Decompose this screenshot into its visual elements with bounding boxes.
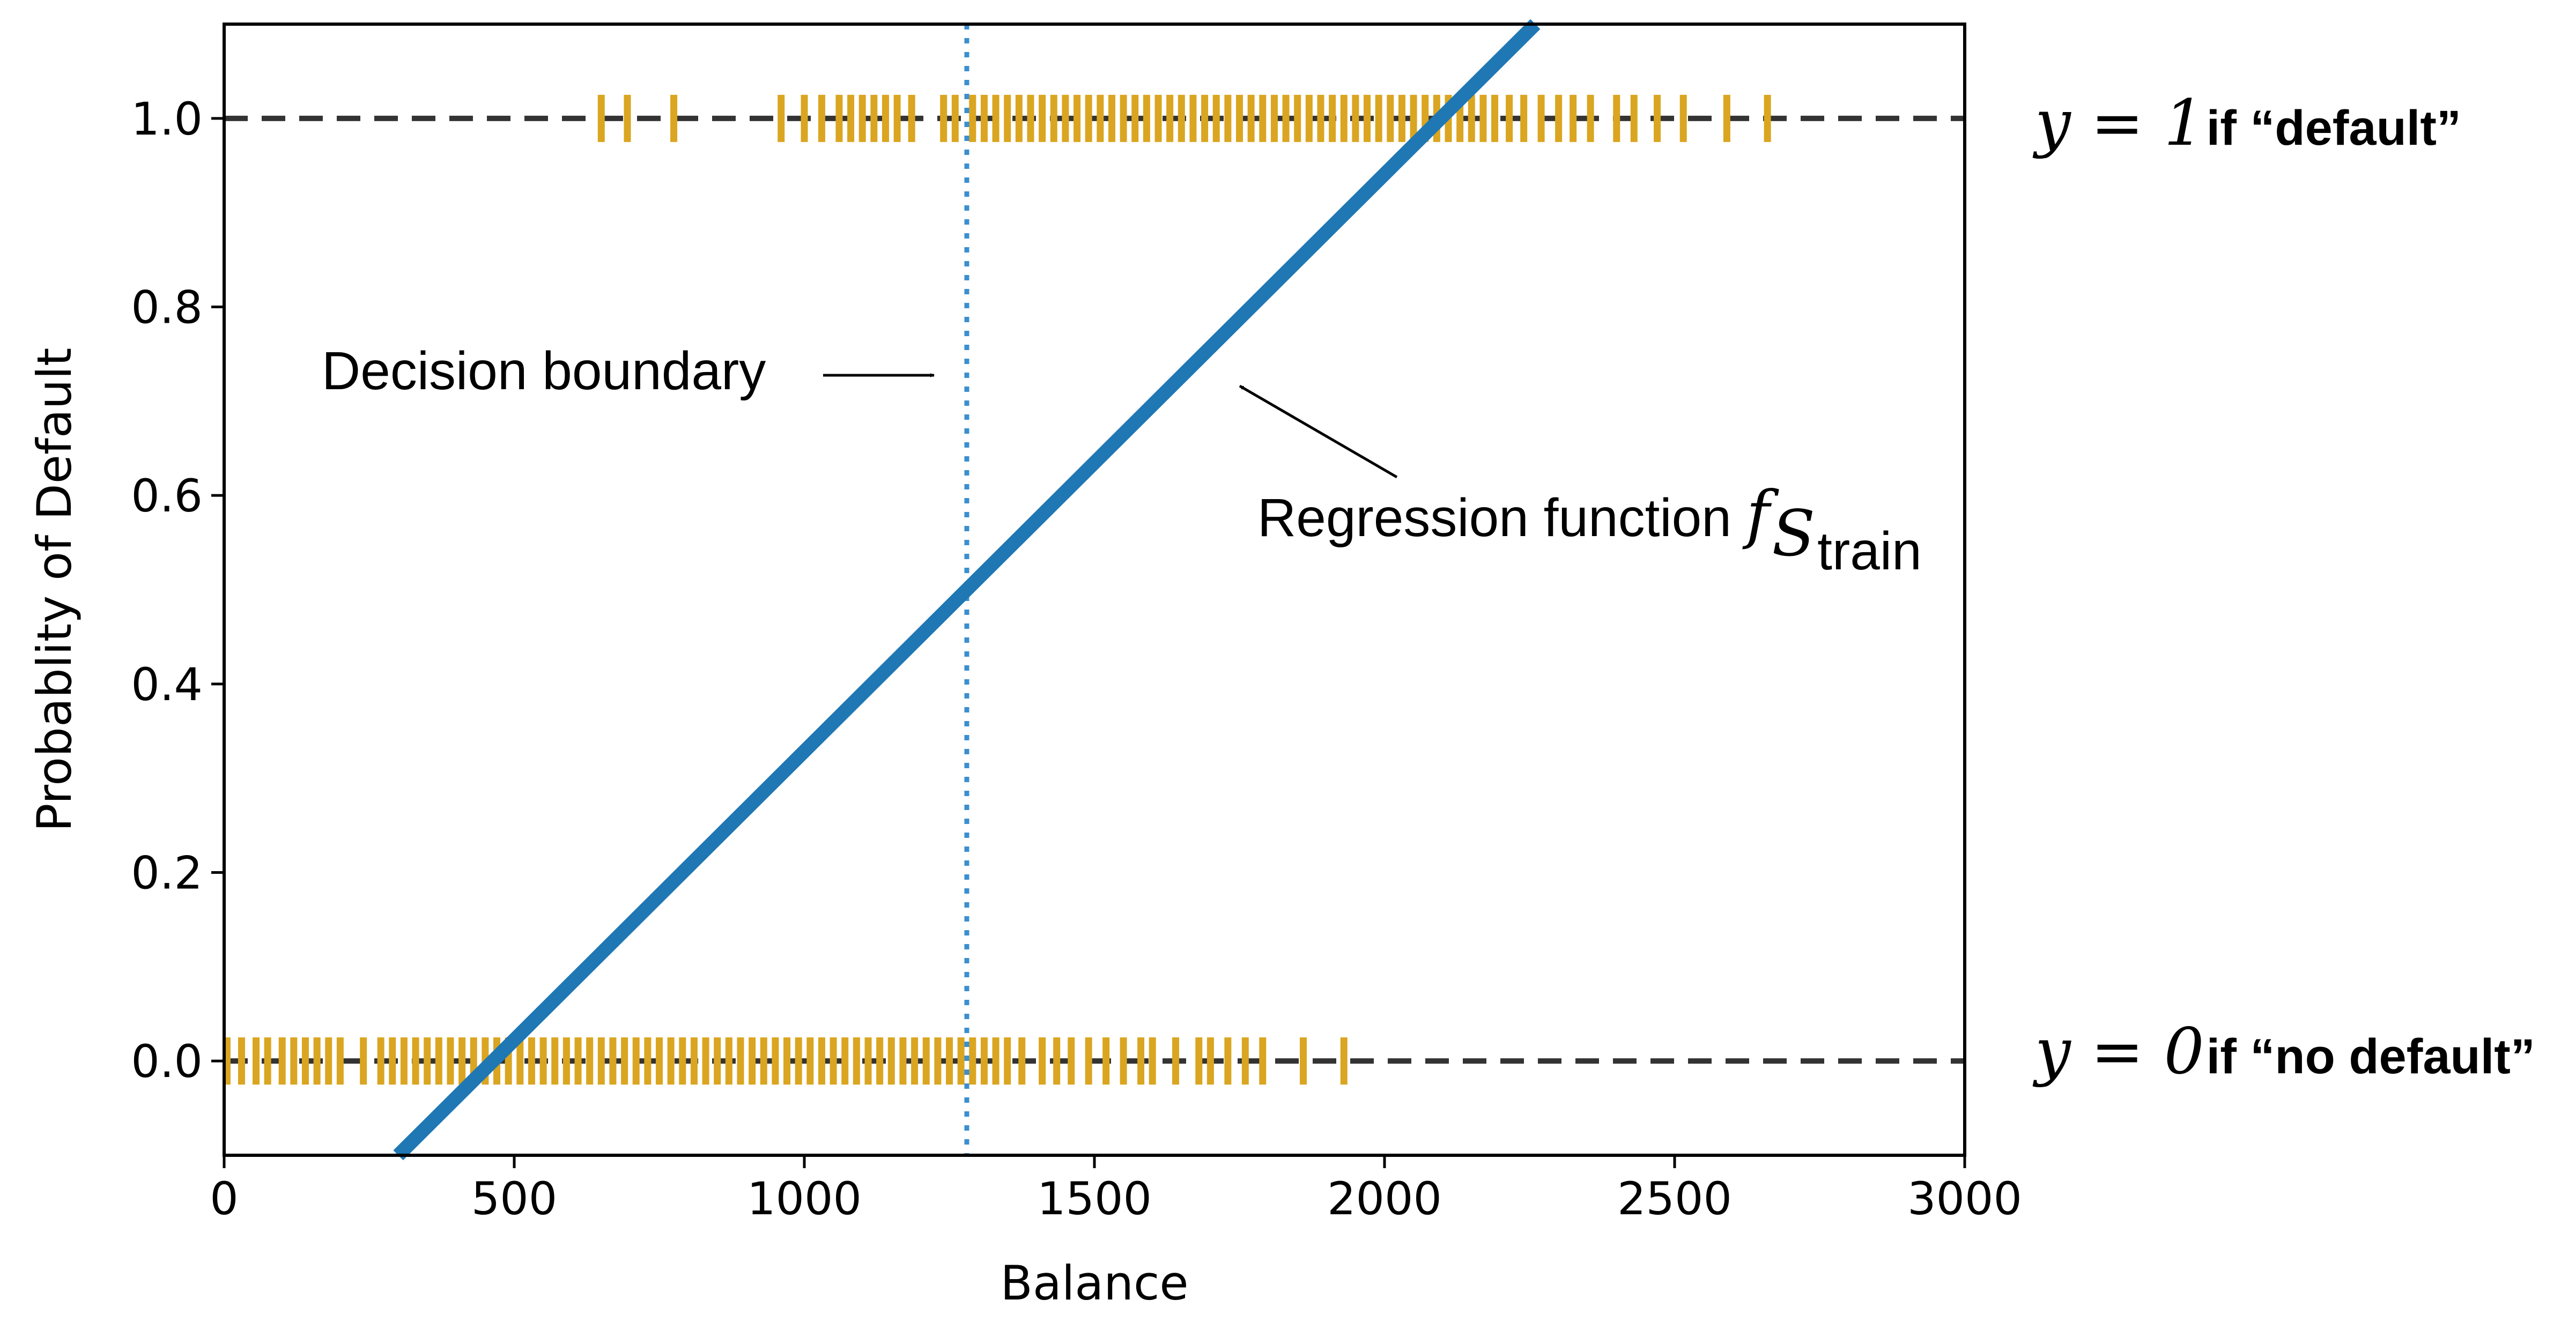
y-tick-label: 1.0 (131, 93, 203, 145)
decision-boundary-annotation: Decision boundary (322, 341, 935, 401)
y-tick-label: 0.6 (131, 470, 203, 522)
marks-layer (223, 19, 1965, 1161)
regression-arrow (1239, 384, 1398, 479)
x-tick-label: 2500 (1617, 1172, 1732, 1225)
x-axis-label: Balance (1001, 1256, 1189, 1311)
reference-label-no-default: y = 0 if “no default” (2032, 1014, 2535, 1088)
reference-label-default: y = 1 if “default” (2032, 86, 2461, 160)
regression-line (393, 19, 1541, 1161)
y-tick-label: 0.4 (131, 658, 203, 711)
regression-label: Regression function f S train (1257, 477, 1922, 581)
x-tick-label: 2000 (1327, 1172, 1442, 1225)
plot-frame (223, 23, 1966, 1157)
y-axis-label: Probablity of Default (27, 347, 82, 831)
reference-label-default-text: if “default” (2207, 101, 2461, 155)
decision-boundary-label: Decision boundary (322, 341, 766, 401)
x-tick-label: 1500 (1037, 1172, 1152, 1225)
regression-label-text: Regression function (1257, 488, 1746, 548)
x-tick-label: 3000 (1907, 1172, 2022, 1225)
x-tick-label: 0 (210, 1172, 238, 1225)
x-tick-label: 500 (471, 1172, 557, 1225)
reference-label-no-default-text: if “no default” (2207, 1029, 2535, 1084)
regression-label-sub-s: S (1772, 496, 1815, 570)
reference-label-no-default-math: y = 0 if “no default” (2032, 1014, 2535, 1088)
regression-annotation: Regression function f S train (1239, 384, 1922, 581)
regression-label-sub-train: train (1817, 521, 1922, 581)
y-tick-label: 0.0 (131, 1035, 203, 1088)
ticks-layer: 0 500 1000 1500 2000 2500 3000 0.0 0.2 0.4 0.6 0.8 1… (131, 93, 2022, 1225)
x-tick-label: 1000 (747, 1172, 862, 1225)
y-tick-label: 0.8 (131, 281, 203, 334)
reference-label-default-math: y = 1 if “default” (2032, 86, 2461, 160)
y-tick-label: 0.2 (131, 847, 203, 900)
